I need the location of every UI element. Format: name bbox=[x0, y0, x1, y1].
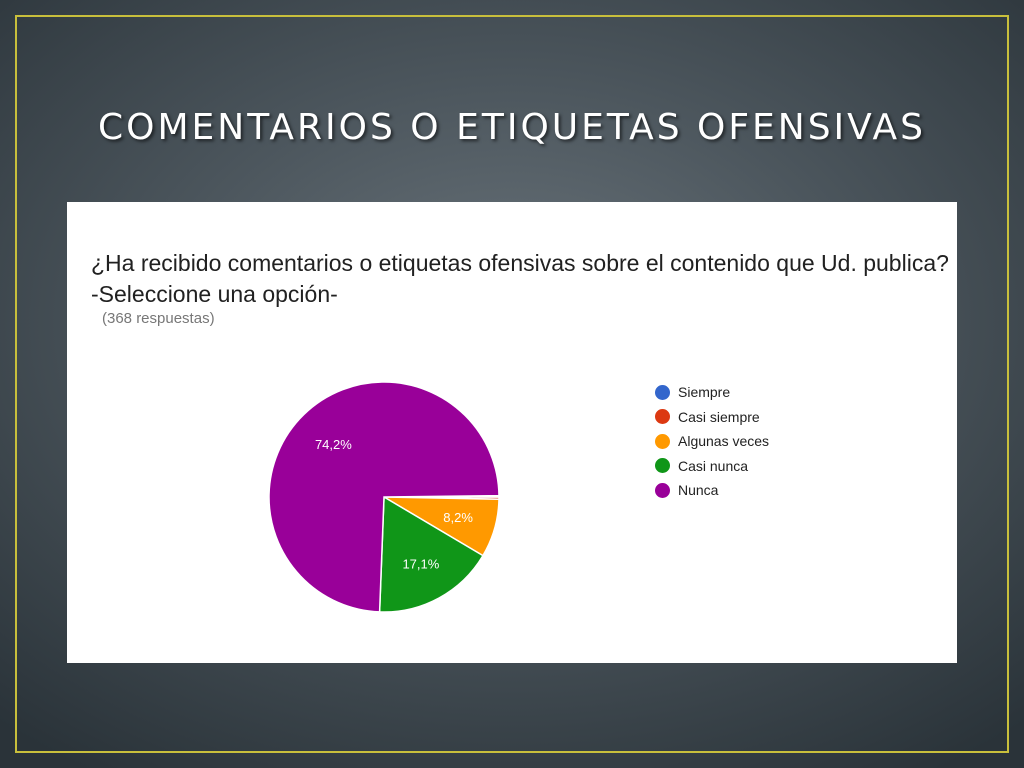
slide-title: COMENTARIOS O ETIQUETAS OFENSIVAS bbox=[98, 107, 926, 148]
pie-slice-casi-nunca bbox=[378, 495, 484, 613]
slide-frame bbox=[15, 15, 1009, 753]
pie-chart: 8,2% 17,1% 74,2% bbox=[268, 381, 500, 613]
legend-item-algunas-veces: Algunas veces bbox=[655, 429, 769, 454]
legend-swatch-icon bbox=[655, 482, 670, 498]
legend-label: Siempre bbox=[678, 384, 731, 401]
legend-swatch-icon bbox=[655, 458, 670, 474]
legend-label: Algunas veces bbox=[678, 433, 770, 450]
chart-subtitle: (368 respuestas) bbox=[102, 310, 215, 327]
pie-slice-label-casi-nunca: 17,1% bbox=[402, 557, 439, 572]
legend-label: Casi siempre bbox=[678, 408, 760, 425]
legend-swatch-icon bbox=[655, 433, 670, 449]
chart-legend: Siempre Casi siempre Algunas veces Casi nun… bbox=[655, 380, 769, 503]
pie-slice-nunca bbox=[268, 381, 500, 613]
pie-labels: 8,2% 17,1% 74,2% bbox=[315, 437, 473, 572]
legend-item-casi-nunca: Casi nunca bbox=[655, 454, 769, 479]
pie-slice-label-nunca: 74,2% bbox=[315, 437, 352, 452]
legend-item-siempre: Siempre bbox=[655, 380, 769, 405]
legend-item-nunca: Nunca bbox=[655, 478, 769, 503]
pie-slice-label-algunas-veces: 8,2% bbox=[443, 510, 473, 525]
chart-title: ¿Ha recibido comentarios o etiquetas ofe… bbox=[91, 250, 949, 307]
chart-card: ¿Ha recibido comentarios o etiquetas ofe… bbox=[67, 202, 957, 663]
legend-swatch-icon bbox=[655, 384, 670, 400]
legend-item-casi-siempre: Casi siempre bbox=[655, 405, 769, 430]
legend-swatch-icon bbox=[655, 409, 670, 425]
legend-label: Nunca bbox=[678, 482, 719, 499]
legend-label: Casi nunca bbox=[678, 457, 749, 474]
pie-slices bbox=[268, 381, 500, 613]
